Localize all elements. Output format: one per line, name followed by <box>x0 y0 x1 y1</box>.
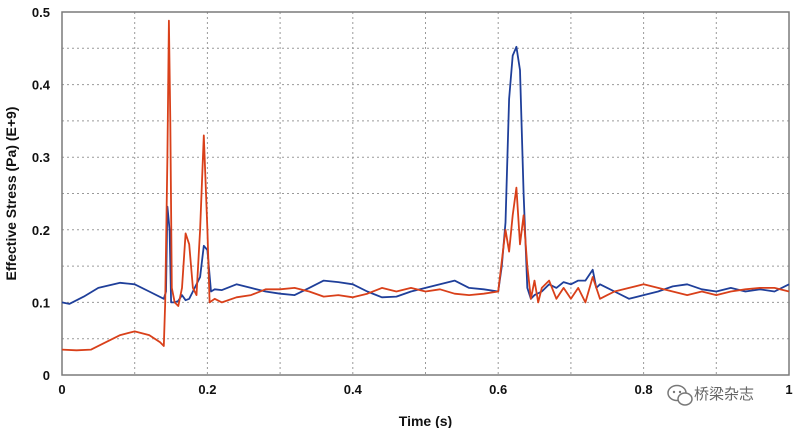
x-tick-label: 0.2 <box>198 382 216 397</box>
y-tick-label: 0.3 <box>32 150 50 165</box>
wechat-icon <box>667 384 693 406</box>
plot-frame <box>61 11 790 376</box>
y-tick-label: 0.4 <box>32 78 51 93</box>
watermark-text: 桥梁杂志 <box>694 385 754 403</box>
y-tick-label: 0.5 <box>32 5 50 20</box>
series-line-1 <box>61 45 790 305</box>
x-tick-label: 1 <box>785 382 792 397</box>
y-tick-labels: 0 0.1 0.2 0.3 0.4 0.5 <box>32 5 51 383</box>
x-tick-label: 0.8 <box>635 382 653 397</box>
x-tick-label: 0 <box>58 382 65 397</box>
y-tick-label: 0.1 <box>32 295 50 310</box>
y-tick-label: 0 <box>43 368 50 383</box>
series-layer <box>61 19 790 352</box>
x-tick-label: 0.4 <box>344 382 363 397</box>
series-line-2 <box>61 19 790 352</box>
x-tick-label: 0.6 <box>489 382 507 397</box>
watermark: 桥梁杂志 <box>667 384 754 406</box>
y-axis-title: Effective Stress (Pa) (E+9) <box>3 107 19 281</box>
y-tick-label: 0.2 <box>32 223 50 238</box>
x-axis-title: Time (s) <box>399 413 452 428</box>
x-tick-labels: 0 0.2 0.4 0.6 0.8 1 <box>58 382 792 397</box>
